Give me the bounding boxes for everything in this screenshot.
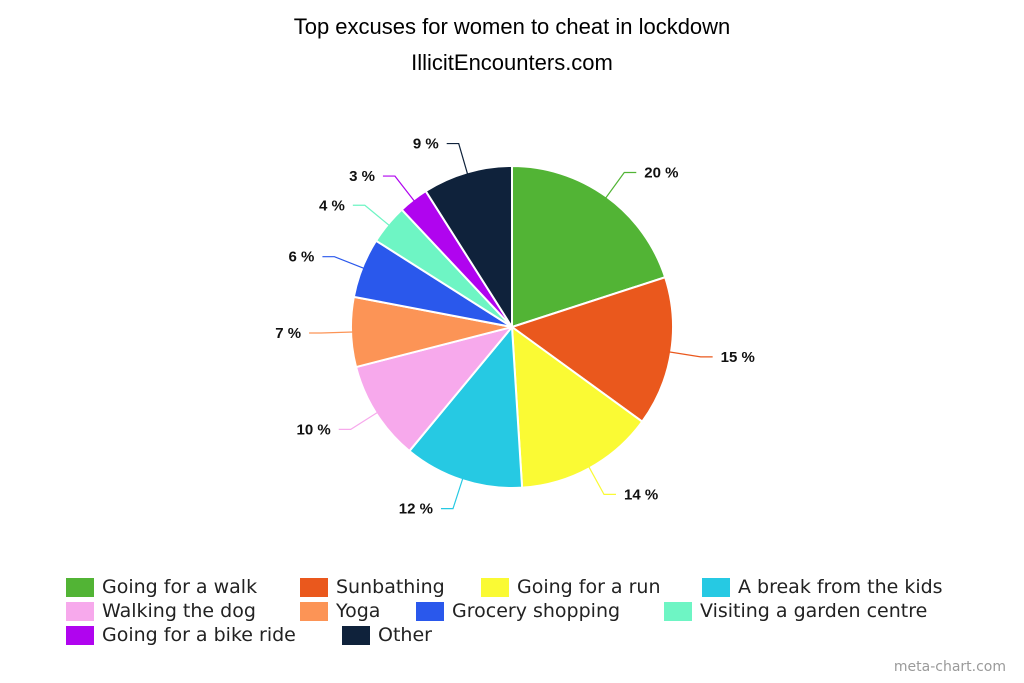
leader-line: [382, 175, 416, 202]
leader-line: [668, 351, 713, 358]
legend-label: Going for a bike ride: [102, 624, 296, 646]
legend-item-walking-the-dog: Walking the dog: [66, 600, 256, 622]
data-label: 4 %: [319, 197, 345, 214]
data-label: 12 %: [399, 501, 433, 518]
legend-item-sunbathing: Sunbathing: [300, 576, 445, 598]
leader-line: [352, 204, 390, 227]
legend-item-yoga: Yoga: [300, 600, 380, 622]
data-label: 3 %: [349, 168, 375, 185]
legend-swatch: [416, 601, 444, 621]
leader-line: [338, 411, 379, 430]
legend-swatch: [481, 577, 509, 597]
legend-label: Other: [378, 624, 432, 646]
chart-title: Top excuses for women to cheat in lockdo…: [293, 14, 731, 39]
legend-label: Grocery shopping: [452, 600, 621, 622]
leader-line: [446, 142, 469, 175]
legend-swatch: [66, 601, 94, 621]
legend-item-grocery-shopping: Grocery shopping: [416, 600, 620, 622]
legend-label: A break from the kids: [738, 576, 943, 598]
leader-line: [309, 331, 354, 334]
legend-label: Going for a run: [517, 576, 661, 598]
data-label: 6 %: [289, 249, 315, 266]
legend-swatch: [66, 577, 94, 597]
data-label: 15 %: [721, 349, 755, 366]
legend-swatch: [300, 601, 328, 621]
credit-text: meta-chart.com: [893, 659, 1006, 675]
legend-item-going-for-a-bike-ride: Going for a bike ride: [66, 624, 296, 646]
legend-item-a-break-from-the-kids: A break from the kids: [702, 576, 943, 598]
data-label: 9 %: [413, 136, 439, 153]
legend-label: Yoga: [336, 600, 381, 622]
legend-label: Going for a walk: [102, 576, 258, 598]
leader-line: [604, 171, 637, 199]
legend-swatch: [300, 577, 328, 597]
leader-line: [440, 478, 464, 510]
legend-item-going-for-a-run: Going for a run: [481, 576, 661, 598]
chart-subtitle: IllicitEncounters.com: [411, 50, 613, 75]
legend-swatch: [342, 625, 370, 645]
leader-line: [322, 256, 365, 270]
data-label: 10 %: [297, 421, 331, 438]
legend-label: Walking the dog: [102, 600, 256, 622]
data-label: 7 %: [275, 325, 301, 342]
legend-swatch: [702, 577, 730, 597]
data-label: 20 %: [644, 164, 678, 181]
leader-line: [588, 466, 617, 495]
legend-label: Visiting a garden centre: [700, 600, 928, 622]
data-label: 14 %: [624, 486, 658, 503]
legend-item-visiting-a-garden-centre: Visiting a garden centre: [664, 600, 927, 622]
legend-swatch: [664, 601, 692, 621]
legend-item-other: Other: [342, 624, 432, 646]
legend-swatch: [66, 625, 94, 645]
legend-label: Sunbathing: [336, 576, 445, 598]
legend-item-going-for-a-walk: Going for a walk: [66, 576, 257, 598]
